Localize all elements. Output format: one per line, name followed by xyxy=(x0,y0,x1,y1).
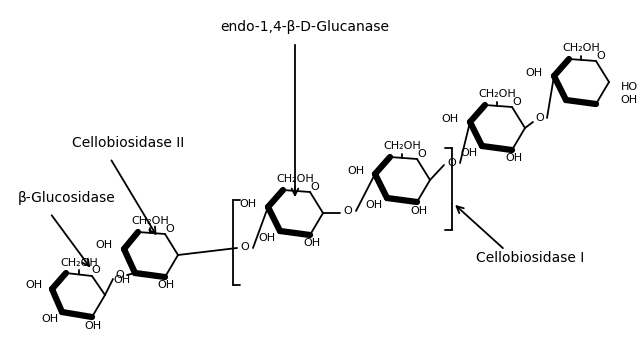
Text: OH: OH xyxy=(259,233,276,243)
Text: O: O xyxy=(310,182,319,192)
Text: OH: OH xyxy=(240,199,257,209)
Text: CH₂OH: CH₂OH xyxy=(276,174,314,184)
Text: O: O xyxy=(166,224,174,234)
Text: OH: OH xyxy=(157,280,175,290)
Text: O: O xyxy=(596,51,605,61)
Text: OH: OH xyxy=(410,206,428,216)
Text: OH: OH xyxy=(113,275,131,285)
Text: HO: HO xyxy=(621,82,638,92)
Text: CH₂OH: CH₂OH xyxy=(131,216,169,226)
Text: O: O xyxy=(241,242,250,252)
Text: CH₂OH: CH₂OH xyxy=(478,89,516,99)
Text: Cellobiosidase I: Cellobiosidase I xyxy=(476,251,584,265)
Text: OH: OH xyxy=(42,314,59,324)
Text: O: O xyxy=(418,149,426,159)
Text: OH: OH xyxy=(620,95,637,105)
Text: OH: OH xyxy=(460,148,477,158)
Text: OH: OH xyxy=(525,68,542,78)
Text: OH: OH xyxy=(347,166,364,176)
Text: O: O xyxy=(344,206,353,216)
Text: OH: OH xyxy=(303,238,321,248)
Text: O: O xyxy=(92,265,100,275)
Text: O: O xyxy=(116,270,124,280)
Text: OH: OH xyxy=(84,321,102,331)
Text: CH₂OH: CH₂OH xyxy=(383,141,421,151)
Text: O: O xyxy=(536,113,545,123)
Text: Cellobiosidase II: Cellobiosidase II xyxy=(72,136,184,150)
Text: endo-1,4-β-D-Glucanase: endo-1,4-β-D-Glucanase xyxy=(221,20,390,34)
Text: OH: OH xyxy=(96,240,113,250)
Text: O: O xyxy=(513,97,522,107)
Text: β-Glucosidase: β-Glucosidase xyxy=(18,191,116,205)
Text: OH: OH xyxy=(26,280,43,290)
Text: CH₂OH: CH₂OH xyxy=(60,258,98,268)
Text: O: O xyxy=(447,158,456,168)
Text: OH: OH xyxy=(365,200,383,210)
Text: CH₂OH: CH₂OH xyxy=(562,43,600,53)
Text: OH: OH xyxy=(506,153,523,163)
Text: OH: OH xyxy=(442,114,459,124)
